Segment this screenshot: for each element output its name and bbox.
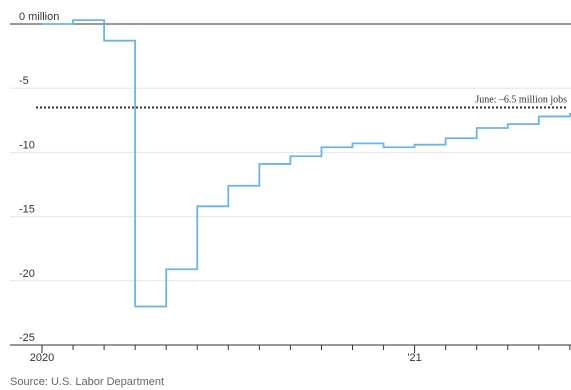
x-tick-label: '21 <box>407 352 421 364</box>
y-tick-label: -5 <box>19 75 29 87</box>
axis-layer <box>10 23 571 353</box>
y-tick-label: -20 <box>19 268 35 280</box>
series-line <box>42 19 571 308</box>
x-tick-label: 2020 <box>30 352 54 364</box>
source-note: Source: U.S. Labor Department <box>10 376 164 388</box>
y-tick-label: -15 <box>19 204 35 216</box>
reference-label: June: –6.5 million jobs <box>475 94 567 105</box>
y-tick-label: -10 <box>19 139 35 151</box>
series-layer <box>42 19 571 308</box>
y-tick-label: 0 million <box>19 11 59 23</box>
y-tick-label: -25 <box>19 332 35 344</box>
label-layer: 0 million -5 -10 -15 -20 -25 2020 '21 June: –6.5… <box>19 11 567 364</box>
